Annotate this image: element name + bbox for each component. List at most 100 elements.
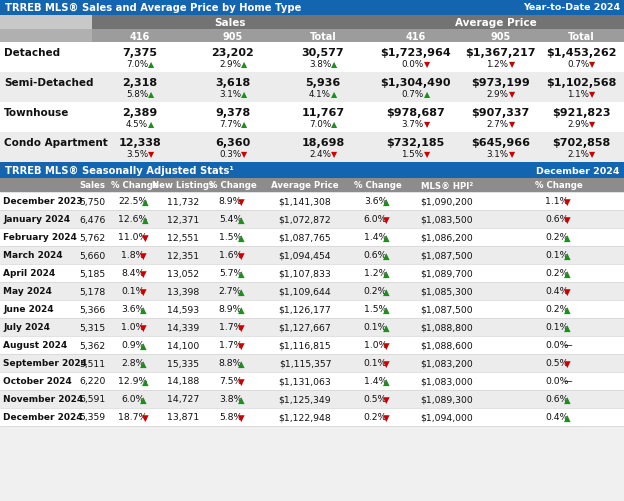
Text: 12.6%: 12.6%: [119, 215, 148, 224]
Text: 905: 905: [490, 32, 510, 42]
Text: $1,085,300: $1,085,300: [421, 287, 474, 296]
Bar: [0, 30, 92, 43]
Text: 14,727: 14,727: [167, 395, 200, 404]
Text: 0.5%: 0.5%: [364, 395, 387, 404]
Text: ▲: ▲: [383, 305, 389, 314]
Text: % Change: % Change: [535, 181, 583, 190]
Text: 3.8%: 3.8%: [219, 395, 242, 404]
Text: ▼: ▼: [509, 150, 515, 159]
Text: ▲: ▲: [564, 413, 571, 422]
Text: 416: 416: [130, 32, 150, 42]
Bar: [0, 73, 624, 103]
Text: ▲: ▲: [149, 120, 155, 129]
Text: March 2024: March 2024: [3, 251, 62, 260]
Text: 5.4%: 5.4%: [219, 215, 242, 224]
Text: 3.5%: 3.5%: [126, 150, 148, 159]
Text: $1,107,833: $1,107,833: [279, 269, 331, 278]
Text: ▲: ▲: [241, 120, 248, 129]
Text: 14,593: 14,593: [167, 305, 200, 314]
Text: ▲: ▲: [424, 90, 430, 99]
Bar: [0, 354, 624, 372]
Text: ▲: ▲: [564, 323, 571, 332]
Text: 14,188: 14,188: [167, 377, 200, 386]
Text: 14,100: 14,100: [167, 341, 200, 350]
Text: ▼: ▼: [140, 251, 147, 260]
Text: 12,351: 12,351: [167, 251, 200, 260]
Text: ▲: ▲: [142, 377, 149, 386]
Text: $921,823: $921,823: [552, 108, 610, 118]
Text: 0.9%: 0.9%: [121, 341, 145, 350]
Text: 0.1%: 0.1%: [121, 287, 145, 296]
Text: 13,398: 13,398: [167, 287, 200, 296]
Text: ▲: ▲: [564, 251, 571, 260]
Text: 0.5%: 0.5%: [545, 359, 568, 368]
Text: 0.3%: 0.3%: [219, 150, 241, 159]
Text: November 2024: November 2024: [3, 395, 83, 404]
Text: ▲: ▲: [564, 269, 571, 278]
Text: 0.7%: 0.7%: [401, 90, 424, 99]
Text: 15,335: 15,335: [167, 359, 200, 368]
Text: ▼: ▼: [238, 341, 244, 350]
Text: 1.0%: 1.0%: [364, 341, 387, 350]
Text: 9,378: 9,378: [215, 108, 251, 118]
Text: 905: 905: [223, 32, 243, 42]
Text: $1,090,200: $1,090,200: [421, 197, 474, 206]
Bar: [188, 30, 278, 43]
Text: ▼: ▼: [149, 150, 155, 159]
Text: ▼: ▼: [238, 251, 244, 260]
Text: ▼: ▼: [383, 215, 389, 224]
Text: 3.7%: 3.7%: [401, 120, 424, 129]
Text: ▼: ▼: [590, 90, 595, 99]
Text: 0.1%: 0.1%: [545, 251, 568, 260]
Text: ▼: ▼: [241, 150, 248, 159]
Text: 8.9%: 8.9%: [219, 305, 242, 314]
Text: Semi-Detached: Semi-Detached: [4, 78, 94, 88]
Text: ▼: ▼: [142, 233, 149, 242]
Text: 0.4%: 0.4%: [545, 287, 568, 296]
Text: ▼: ▼: [238, 377, 244, 386]
Bar: [0, 246, 624, 265]
Text: 0.2%: 0.2%: [364, 287, 387, 296]
Bar: [0, 336, 624, 354]
Text: 416: 416: [406, 32, 426, 42]
Text: $702,858: $702,858: [552, 138, 610, 148]
Text: $1,087,500: $1,087,500: [421, 251, 474, 260]
Bar: [0, 16, 92, 30]
Bar: [0, 390, 624, 408]
Text: 1.1%: 1.1%: [545, 197, 568, 206]
Text: August 2024: August 2024: [3, 341, 67, 350]
Text: 5,511: 5,511: [79, 359, 105, 368]
Text: ▼: ▼: [564, 359, 571, 368]
Text: ▼: ▼: [590, 150, 595, 159]
Text: 0.6%: 0.6%: [545, 395, 568, 404]
Text: ▲: ▲: [149, 60, 155, 69]
Text: ▼: ▼: [238, 323, 244, 332]
Text: $1,089,300: $1,089,300: [421, 395, 474, 404]
Text: 8.8%: 8.8%: [219, 359, 242, 368]
Text: 13,871: 13,871: [167, 413, 200, 422]
Text: ▲: ▲: [564, 233, 571, 242]
Text: ▼: ▼: [140, 287, 147, 296]
Text: ▼: ▼: [590, 120, 595, 129]
Text: ▼: ▼: [564, 287, 571, 296]
Text: 7.0%: 7.0%: [126, 60, 148, 69]
Text: ▲: ▲: [238, 215, 244, 224]
Text: ▼: ▼: [509, 120, 515, 129]
Text: $1,102,568: $1,102,568: [546, 78, 616, 88]
Text: % Change: % Change: [208, 181, 256, 190]
Text: July 2024: July 2024: [3, 323, 50, 332]
Text: 14,339: 14,339: [167, 323, 200, 332]
Text: ▼: ▼: [383, 359, 389, 368]
Text: 11.0%: 11.0%: [119, 233, 148, 242]
Text: 1.6%: 1.6%: [219, 251, 242, 260]
Text: ▼: ▼: [564, 215, 571, 224]
Bar: [0, 179, 624, 192]
Text: ▼: ▼: [140, 323, 147, 332]
Text: Total: Total: [568, 32, 595, 42]
Text: 2.9%: 2.9%: [487, 90, 509, 99]
Text: 0.4%: 0.4%: [545, 413, 568, 422]
Text: Detached: Detached: [4, 48, 60, 58]
Text: $1,088,800: $1,088,800: [421, 323, 474, 332]
Bar: [0, 372, 624, 390]
Text: January 2024: January 2024: [3, 215, 70, 224]
